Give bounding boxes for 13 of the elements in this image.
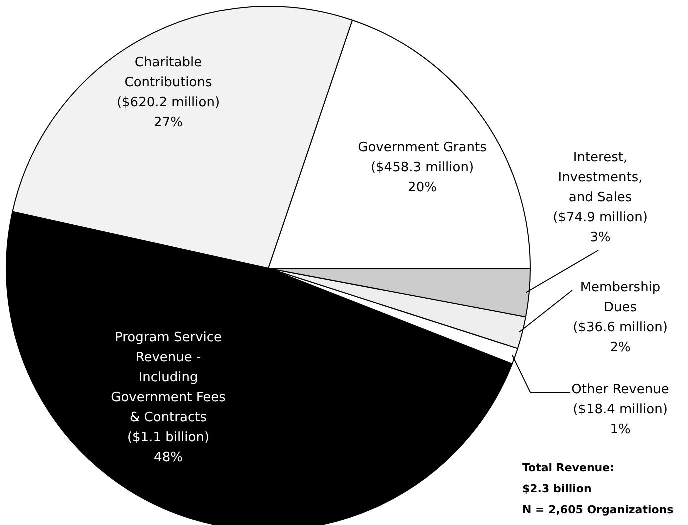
text: Total Revenue: $2.3 billion N = 2,605 Organizations xyxy=(522,462,674,516)
data-label: 2% xyxy=(610,340,631,356)
data-label: 27% xyxy=(154,116,183,130)
data-label: 1% xyxy=(610,422,631,438)
slice-label: Charitable Contributions ($620.2 million) xyxy=(116,56,220,110)
data-label: 3% xyxy=(590,230,611,246)
data-label: 48% xyxy=(154,450,183,466)
slice-label: Program Service Revenue - Including Government Fees & Contracts ($1.1 billion) xyxy=(111,330,226,446)
data-label: 20% xyxy=(408,180,437,196)
slice-label: Government Grants ($458.3 million) xyxy=(358,140,488,176)
slice-label: Other Revenue ($18.4 million) xyxy=(572,382,670,418)
slice-label: Membership Dues ($36.6 million) xyxy=(573,280,668,336)
slice-label: Interest, Investments, and Sales ($74.9 million) xyxy=(553,150,648,226)
